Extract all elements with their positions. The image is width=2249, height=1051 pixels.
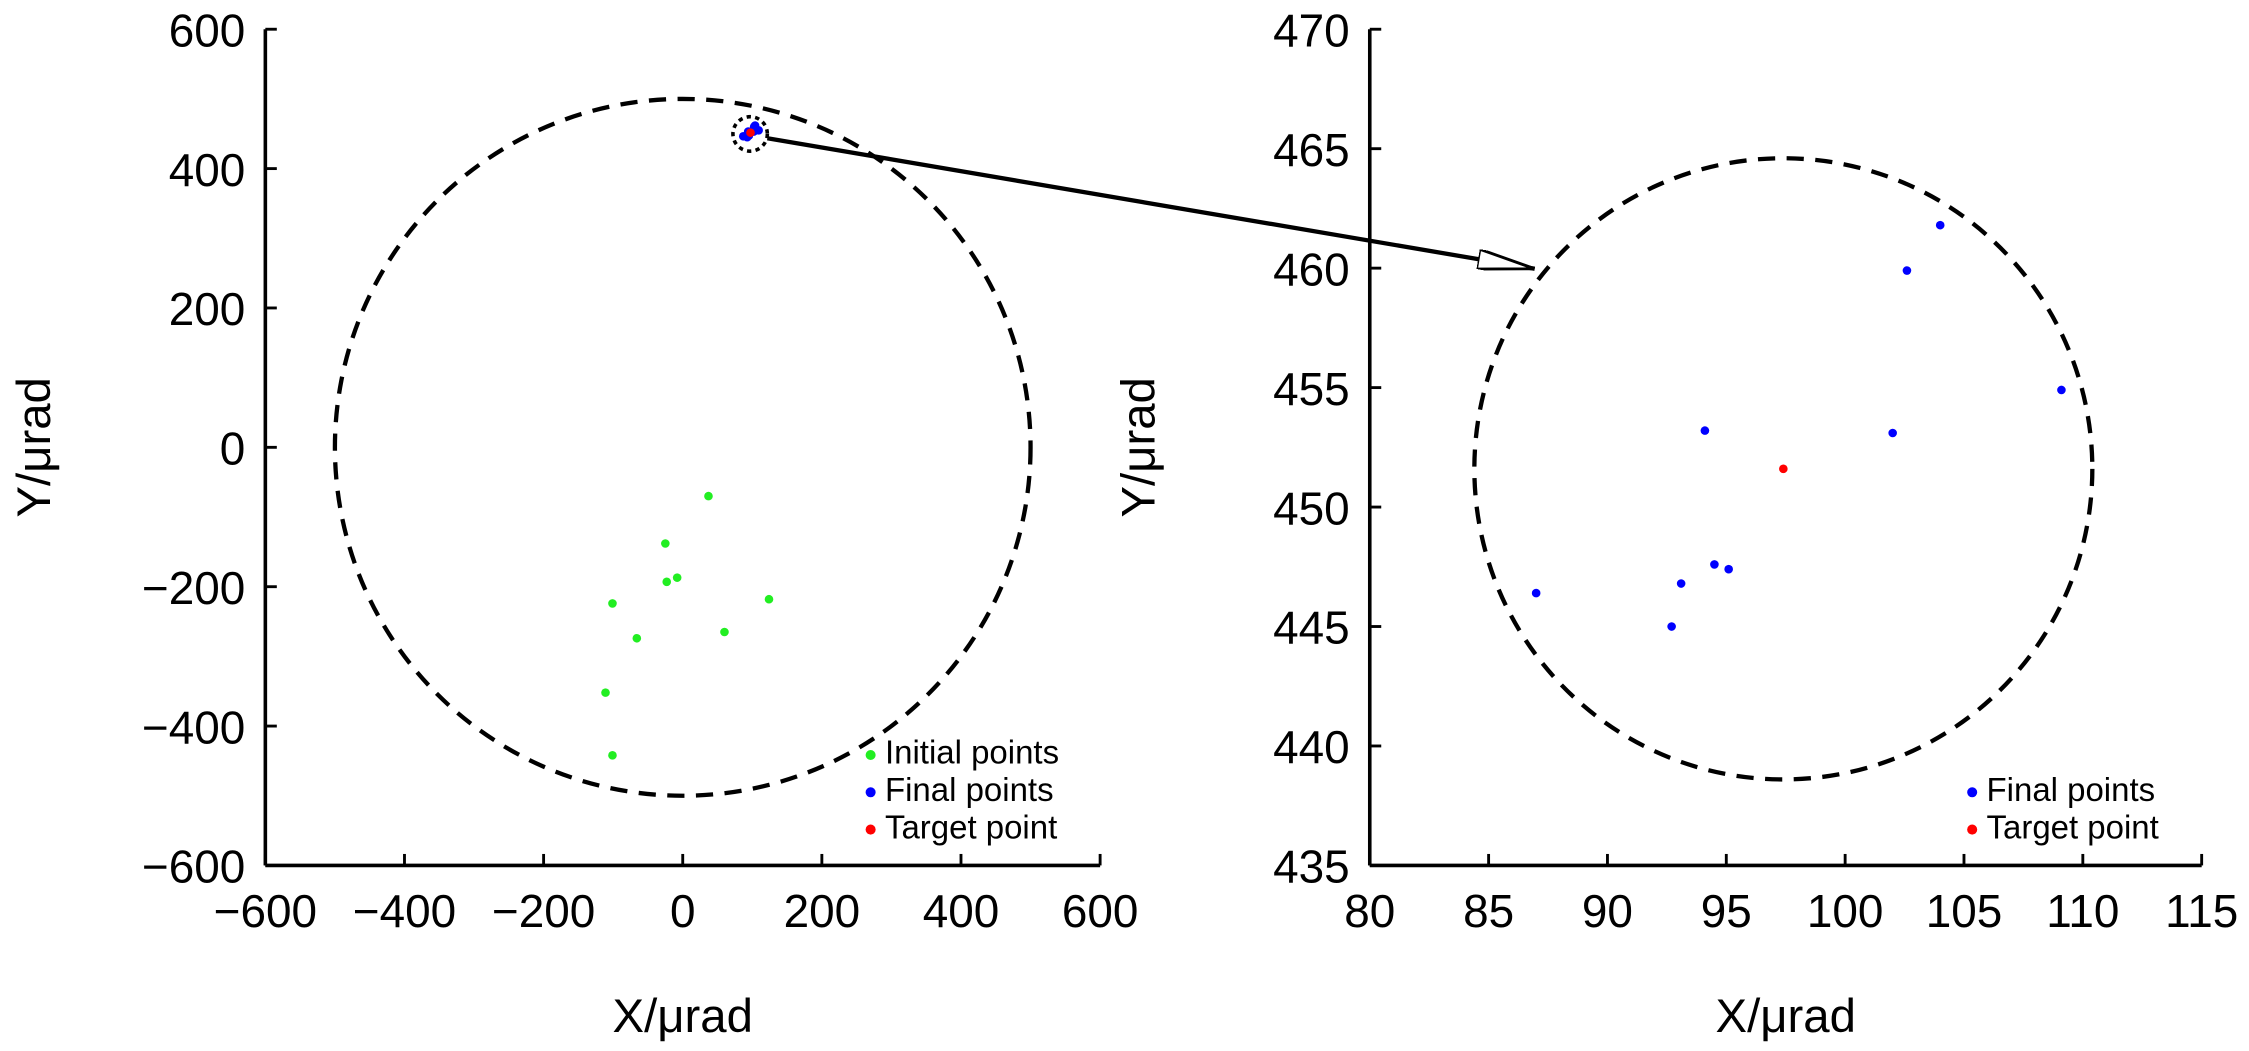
x-tick-label: 200 (784, 885, 861, 937)
zoom-marker (731, 114, 770, 153)
data-point (1531, 588, 1541, 598)
data-point (1667, 622, 1676, 631)
y-tick-label: 470 (1273, 4, 1350, 56)
legend-label: Final points (885, 771, 1054, 808)
x-tick-label: −600 (214, 885, 317, 937)
y-axis-label: Y/μrad (1113, 377, 1166, 517)
data-point (601, 688, 610, 697)
legend-marker (1967, 787, 1978, 798)
x-tick-label: −200 (492, 885, 595, 937)
x-tick-label: 115 (2165, 885, 2238, 937)
y-tick-label: 440 (1273, 721, 1350, 773)
x-tick-label: 110 (2046, 885, 2119, 937)
data-point (608, 751, 617, 760)
y-tick-label: −200 (142, 562, 245, 614)
x-axis-label: X/μrad (613, 990, 753, 1043)
legend-marker (865, 749, 876, 761)
data-point (764, 594, 774, 604)
y-tick-label: 455 (1273, 363, 1350, 415)
data-point (1724, 564, 1733, 574)
x-tick-label: 0 (670, 885, 696, 937)
legend-marker (865, 824, 876, 835)
y-tick-label: 0 (220, 423, 246, 475)
y-axis-label: Y/μrad (8, 377, 61, 517)
data-point (1676, 579, 1686, 588)
x-tick-label: −400 (353, 885, 456, 937)
y-tick-label: 435 (1273, 841, 1350, 893)
x-tick-label: 105 (1926, 885, 2003, 937)
data-point (746, 128, 755, 137)
data-point (632, 633, 642, 643)
y-tick-label: 400 (169, 144, 246, 196)
data-point (1710, 560, 1719, 569)
x-axis-label: X/μrad (1716, 990, 1856, 1043)
data-point (1700, 426, 1710, 435)
y-tick-label: 200 (169, 283, 246, 335)
legend-marker (865, 787, 876, 798)
data-point (720, 627, 729, 637)
data-point (661, 539, 670, 548)
legend-label: Target point (885, 808, 1057, 845)
data-point (608, 599, 617, 608)
y-tick-label: 445 (1273, 602, 1350, 654)
x-tick-label: 85 (1463, 885, 1514, 937)
reference-circle (332, 96, 1033, 798)
data-point (704, 491, 713, 501)
x-tick-label: 90 (1582, 885, 1633, 937)
data-point (1888, 428, 1897, 438)
x-tick-label: 95 (1701, 885, 1752, 937)
x-tick-label: 100 (1807, 885, 1884, 937)
zoom-arrow (766, 136, 1534, 271)
y-tick-label: 450 (1273, 482, 1350, 534)
data-point (1779, 464, 1788, 474)
data-point (2057, 385, 2066, 395)
y-tick-label: −400 (142, 701, 245, 753)
y-tick-label: 465 (1273, 124, 1350, 176)
legend-label: Target point (1987, 808, 2159, 845)
legend-label: Initial points (885, 734, 1059, 771)
data-point (672, 573, 682, 582)
reference-circle (1472, 156, 2095, 782)
legend-marker (1967, 824, 1978, 835)
x-tick-label: 600 (1062, 885, 1139, 937)
data-point (1902, 266, 1912, 275)
data-point (1935, 220, 1945, 230)
y-tick-label: 600 (169, 4, 246, 56)
legend-label: Final points (1987, 771, 2156, 808)
x-tick-label: 80 (1344, 885, 1395, 937)
data-point (662, 577, 672, 587)
y-tick-label: −600 (142, 841, 245, 893)
y-tick-label: 460 (1273, 243, 1350, 295)
x-tick-label: 400 (923, 885, 1000, 937)
